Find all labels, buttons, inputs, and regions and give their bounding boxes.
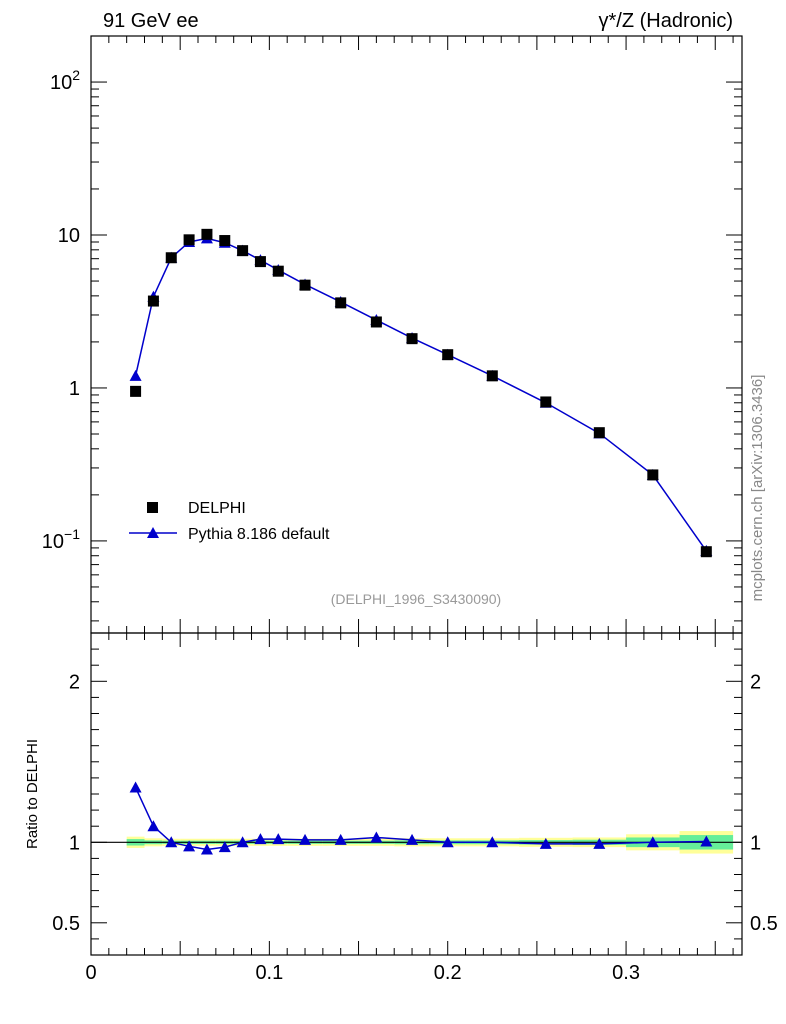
delphi-point	[165, 252, 177, 264]
pythia-ratio-point	[700, 835, 713, 847]
delphi-point	[406, 333, 418, 345]
delphi-point	[254, 256, 266, 268]
pythia-ratio-point	[593, 837, 606, 849]
pythia-ratio-point	[254, 833, 267, 845]
pythia-ratio-point	[441, 836, 454, 848]
pythia-ratio-point	[200, 843, 213, 855]
pythia-ratio-point	[236, 836, 249, 848]
y-tick-label: 10	[58, 225, 80, 247]
delphi-point	[147, 295, 159, 307]
delphi-point	[201, 228, 213, 240]
delphi-point	[442, 349, 454, 361]
axis-tick-labels: 0 0.1 0.2 0.3 102 10 1 10−1 2 2 1 1 0.5 0.5	[42, 67, 778, 984]
x-tick-label: 0.1	[255, 962, 283, 984]
analysis-label: (DELPHI_1996_S3430090)	[331, 591, 501, 607]
legend-label-delphi: DELPHI	[188, 500, 246, 517]
delphi-point	[540, 396, 552, 408]
pythia-ratio-point	[334, 833, 347, 845]
pythia-ratio-point	[147, 820, 160, 832]
pythia-point	[129, 369, 142, 381]
y-tick-label: 102	[50, 67, 80, 94]
pythia-ratio-point	[129, 781, 142, 793]
delphi-point	[647, 469, 659, 481]
main-axis-ticks	[90, 35, 742, 633]
pythia-ratio-point	[299, 833, 312, 845]
delphi-point	[335, 297, 347, 309]
delphi-point	[130, 385, 142, 397]
delphi-point	[593, 427, 605, 439]
delphi-point	[370, 316, 382, 328]
y-tick-label: 1	[69, 378, 80, 400]
chart-title-left: 91 GeV ee	[103, 10, 199, 32]
ratio-tick-label-left: 2	[69, 671, 80, 693]
pythia-ratio-point	[406, 833, 419, 845]
pythia-ratio-point	[370, 831, 383, 843]
ratio-tick-label-right: 0.5	[750, 913, 778, 935]
delphi-point	[700, 546, 712, 558]
delphi-point	[183, 234, 195, 246]
legend-label-pythia: Pythia 8.186 default	[188, 526, 330, 543]
y-tick-label: 10−1	[42, 526, 80, 553]
legend-marker-pythia	[147, 527, 159, 538]
delphi-point	[237, 245, 249, 257]
pythia-ratio-point	[272, 833, 285, 845]
ratio-tick-label-right: 1	[750, 832, 761, 854]
x-tick-label: 0	[85, 962, 96, 984]
ratio-axis-label: Ratio to DELPHI	[24, 739, 41, 849]
delphi-point	[486, 370, 498, 382]
delphi-point	[299, 279, 311, 291]
ratio-tick-label-left: 0.5	[52, 913, 80, 935]
pythia-series-ratio	[129, 781, 713, 855]
delphi-point	[219, 235, 231, 247]
delphi-series-main	[130, 228, 712, 558]
ratio-tick-label-left: 1	[69, 832, 80, 854]
pythia-ratio-point	[539, 837, 552, 849]
pythia-ratio-point	[183, 840, 196, 852]
chart-title-right: γ*/Z (Hadronic)	[599, 10, 733, 32]
legend: DELPHI Pythia 8.186 default	[129, 500, 330, 543]
x-tick-label: 0.3	[612, 962, 640, 984]
ratio-plot-frame	[90, 632, 743, 956]
watermark: mcplots.cern.ch [arXiv:1306.3436]	[749, 375, 766, 602]
ratio-axis-ticks	[90, 632, 742, 956]
pythia-ratio-point	[486, 836, 499, 848]
pythia-ratio-point	[165, 836, 178, 848]
legend-marker-delphi	[147, 502, 158, 513]
pythia-ratio-point	[646, 836, 659, 848]
x-tick-label: 0.2	[434, 962, 462, 984]
ratio-tick-label-right: 2	[750, 671, 761, 693]
pythia-ratio-point	[218, 841, 231, 853]
delphi-point	[272, 265, 284, 277]
